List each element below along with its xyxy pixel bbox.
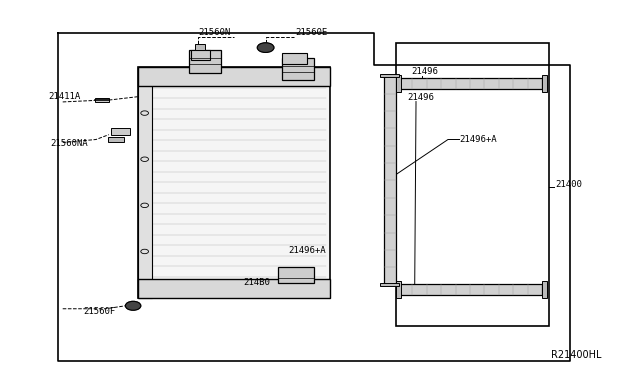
Bar: [138, 279, 330, 298]
Bar: [542, 75, 547, 92]
Text: 21560N: 21560N: [198, 28, 230, 37]
Circle shape: [257, 43, 274, 52]
Text: 21496: 21496: [412, 67, 438, 76]
Bar: [384, 76, 396, 285]
Bar: [396, 281, 401, 298]
Text: R21400HL: R21400HL: [551, 350, 602, 360]
Bar: [138, 67, 330, 86]
Text: 21560NA: 21560NA: [50, 139, 88, 148]
Text: 21400: 21400: [556, 180, 582, 189]
Text: 21496+A: 21496+A: [460, 135, 497, 144]
Text: 21496: 21496: [407, 93, 434, 102]
Bar: [278, 267, 314, 283]
Bar: [380, 283, 399, 286]
Bar: [191, 50, 210, 60]
Bar: [195, 44, 205, 50]
Text: 21560F: 21560F: [83, 307, 115, 315]
Bar: [189, 50, 221, 73]
Bar: [398, 284, 542, 295]
Bar: [398, 78, 542, 89]
Bar: [95, 98, 109, 102]
Bar: [108, 137, 124, 142]
Bar: [396, 75, 401, 92]
Bar: [542, 281, 547, 298]
Text: 21560E: 21560E: [296, 28, 328, 37]
Bar: [138, 67, 330, 298]
Bar: [111, 128, 130, 135]
Circle shape: [125, 301, 141, 310]
Text: 214B0: 214B0: [243, 278, 270, 286]
Bar: [138, 67, 152, 298]
Text: 21496+A: 21496+A: [288, 246, 326, 255]
Bar: [282, 53, 307, 64]
Text: 21411A: 21411A: [48, 92, 80, 100]
Bar: [380, 74, 399, 77]
Bar: [282, 58, 314, 80]
Bar: [396, 43, 549, 326]
